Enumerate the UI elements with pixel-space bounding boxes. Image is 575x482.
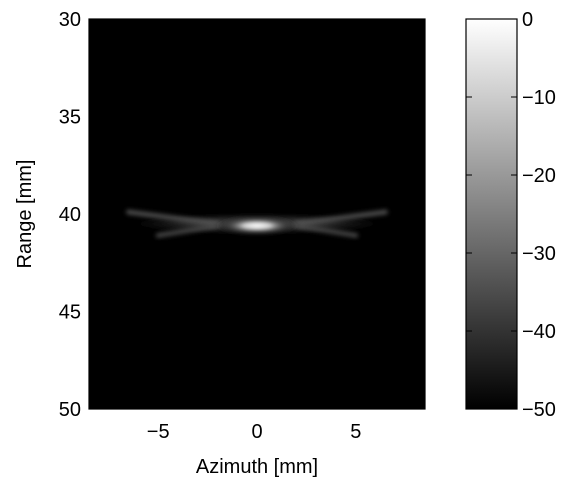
y-axis-ticks: 30 35 40 45 50 [59,9,425,421]
x-axis-label: Azimuth [mm] [196,456,318,478]
colorbar-tick-label: −30 [522,243,556,265]
colorbar-tick-label: −50 [522,399,556,421]
y-tick-label: 35 [59,107,81,129]
psf-features [126,209,388,238]
y-tick-label: 30 [59,9,81,31]
colorbar: 0 −10 −20 −30 −40 −50 [465,9,556,421]
x-tick-label: 0 [251,421,262,443]
right-arm-upper [294,209,388,227]
x-axis-ticks: −5 0 5 [147,19,361,443]
x-tick-label: 5 [350,421,361,443]
y-tick-label: 45 [59,302,81,324]
psf-image [88,18,426,410]
colorbar-tick-label: −10 [522,87,556,109]
colorbar-ticks: 0 −10 −20 −30 −40 −50 [466,9,556,421]
x-tick-label: −5 [147,421,170,443]
y-axis-label: Range [mm] [14,160,36,269]
left-arm-lower [155,223,220,238]
main-lobe [227,218,287,233]
colorbar-tick-label: −40 [522,321,556,343]
colorbar-tick-label: −20 [522,165,556,187]
y-tick-label: 40 [59,204,81,226]
y-tick-label: 50 [59,399,81,421]
colorbar-tick-label: 0 [522,9,533,31]
colorbar-gradient [465,18,518,410]
right-arm-lower [294,223,359,238]
left-arm-upper [126,209,220,227]
